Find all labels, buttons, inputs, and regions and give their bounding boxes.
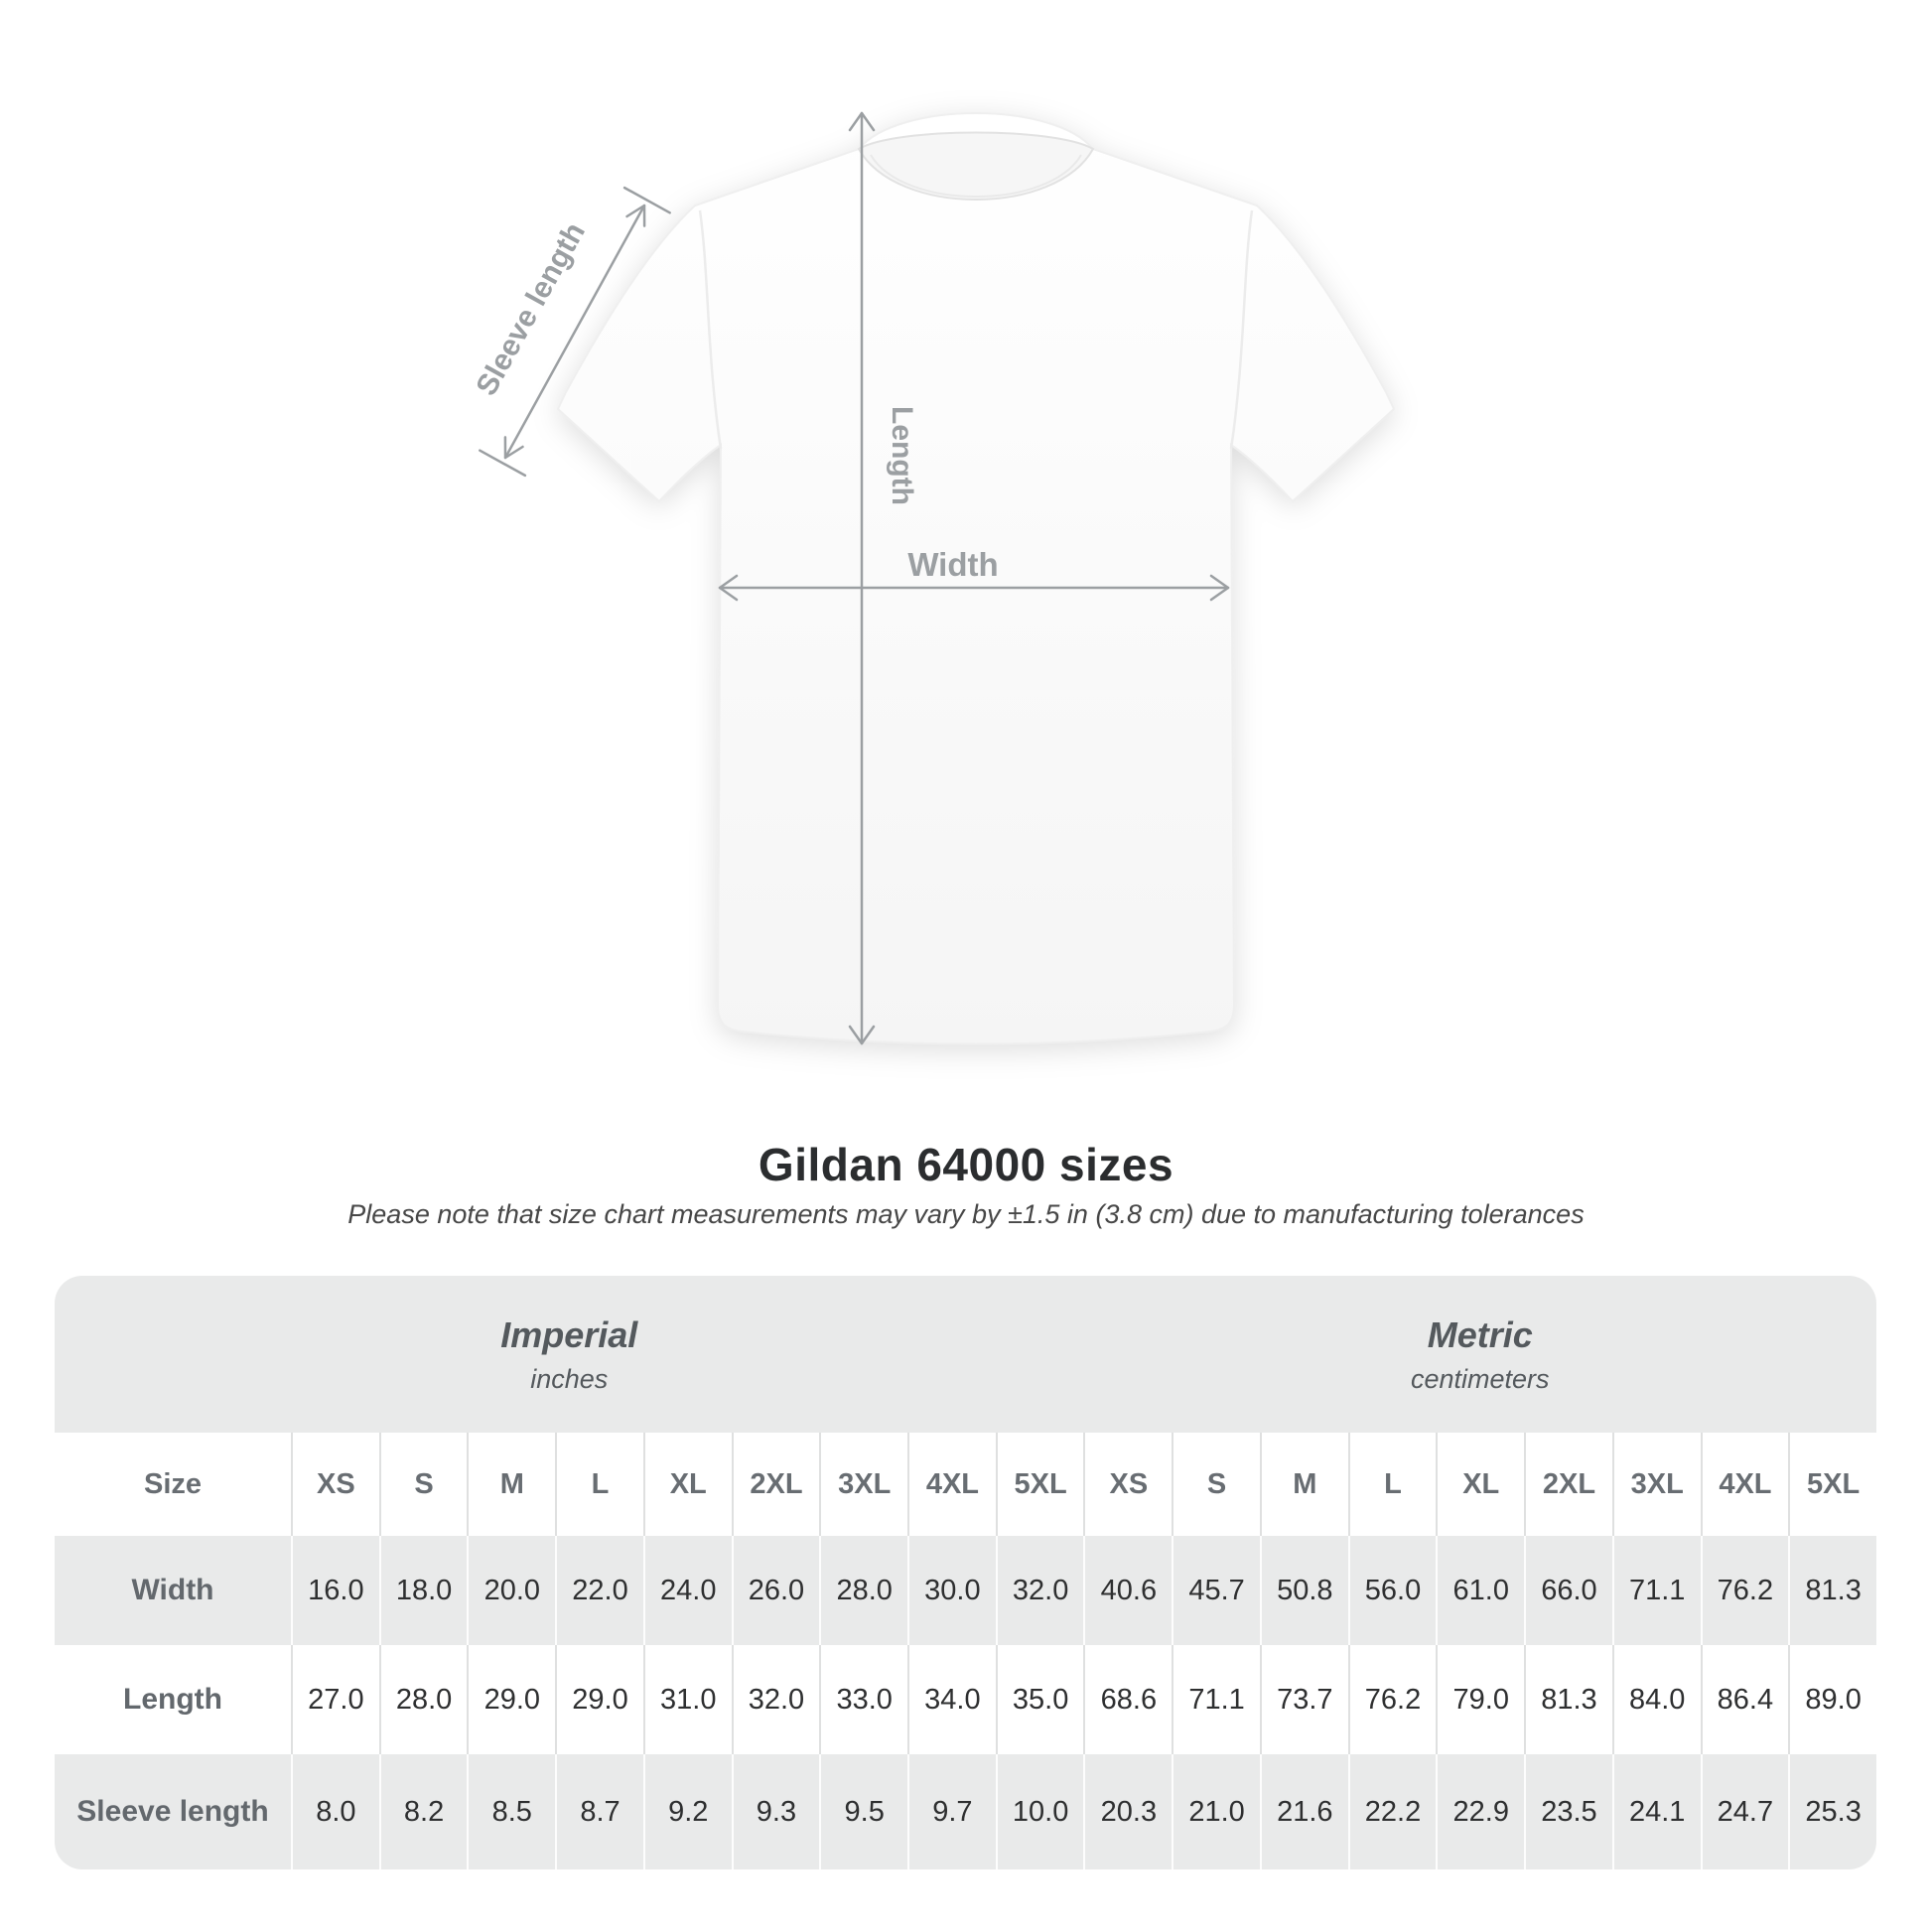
measurement-value: 31.0 [642, 1645, 732, 1754]
measurement-value: 26.0 [731, 1536, 820, 1645]
size-header-4xl: 4XL [907, 1433, 996, 1536]
collar [857, 131, 1095, 201]
tshirt-measurement-diagram: Length Width Sleeve length [470, 111, 1396, 1045]
measurement-value: 9.2 [642, 1754, 732, 1869]
measurement-value: 71.1 [1611, 1536, 1701, 1645]
row-label: Width [131, 1574, 214, 1606]
measurement-value: 56.0 [1347, 1536, 1437, 1645]
measurement-value: 28.0 [819, 1536, 907, 1645]
size-header-5xl: 5XL [995, 1433, 1084, 1536]
measurement-value: 45.7 [1172, 1536, 1260, 1645]
page-title: Gildan 64000 sizes [758, 1139, 1174, 1190]
measurement-value: 76.2 [1700, 1536, 1789, 1645]
sleeve-length-dimension-label: Sleeve length [470, 217, 592, 401]
group-label: Imperial [500, 1313, 638, 1355]
measurement-value: 71.1 [1172, 1645, 1260, 1754]
measurement-value: 32.0 [731, 1645, 820, 1754]
metric-group-header: Metric centimeters [1083, 1276, 1876, 1433]
measurement-value: 81.3 [1524, 1645, 1612, 1754]
measurement-value: 40.6 [1083, 1536, 1172, 1645]
measurement-value: 25.3 [1788, 1754, 1876, 1869]
measurement-value: 24.0 [642, 1536, 732, 1645]
size-header-4xl: 4XL [1700, 1433, 1789, 1536]
group-label: Metric [1427, 1313, 1533, 1355]
size-header-3xl: 3XL [819, 1433, 908, 1536]
measurement-value: 61.0 [1436, 1536, 1524, 1645]
measurement-value: 22.2 [1347, 1754, 1437, 1869]
measurement-value: 8.5 [467, 1754, 555, 1869]
measurement-value: 8.0 [291, 1754, 379, 1869]
row-label: Length [55, 1645, 291, 1754]
measurement-value: 9.5 [819, 1754, 907, 1869]
measurement-value: 20.3 [1083, 1754, 1172, 1869]
measurement-value: 8.2 [378, 1754, 468, 1869]
width-dimension-arrow [718, 574, 1230, 602]
group-unit-label: inches [530, 1363, 609, 1394]
measurement-value: 30.0 [907, 1536, 996, 1645]
measurement-value: 18.0 [378, 1536, 468, 1645]
row-label: Sleeve length [76, 1795, 269, 1828]
measurement-value: 22.9 [1436, 1754, 1524, 1869]
size-header-s: S [378, 1433, 468, 1536]
measurement-value: 28.0 [378, 1645, 468, 1754]
measurement-value: 84.0 [1611, 1645, 1701, 1754]
measurement-value: 8.7 [555, 1754, 643, 1869]
measurement-value: 21.0 [1172, 1754, 1260, 1869]
measurement-value: 29.0 [467, 1645, 556, 1754]
size-header-xl: XL [1436, 1433, 1525, 1536]
measurement-value: 50.8 [1259, 1536, 1348, 1645]
measurement-value: 73.7 [1259, 1645, 1348, 1754]
measurement-value: 24.1 [1611, 1754, 1701, 1869]
measurement-value: 9.3 [731, 1754, 820, 1869]
size-header-m: M [467, 1433, 556, 1536]
measurement-value: 27.0 [291, 1645, 379, 1754]
measurement-value: 68.6 [1083, 1645, 1173, 1754]
width-dimension-label: Width [907, 546, 998, 583]
size-header-l: L [1347, 1433, 1437, 1536]
measurement-value: 86.4 [1700, 1645, 1789, 1754]
size-header-xl: XL [642, 1433, 732, 1536]
length-dimension-arrow [848, 111, 876, 1045]
size-chart-table: Imperial inches Metric centimeters Size XS S M L… [55, 1276, 1876, 1869]
sleeve-length-dimension-arrow [479, 186, 671, 478]
size-header-3xl: 3XL [1611, 1433, 1701, 1536]
measurement-value: 10.0 [995, 1754, 1084, 1869]
measurement-value: 24.7 [1700, 1754, 1789, 1869]
measurement-value: 89.0 [1788, 1645, 1876, 1754]
measurement-value: 35.0 [995, 1645, 1084, 1754]
size-header-2xl: 2XL [1524, 1433, 1612, 1536]
tolerance-note: Please note that size chart measurements… [347, 1199, 1585, 1229]
measurement-value: 16.0 [291, 1536, 379, 1645]
size-header-xs: XS [1083, 1433, 1173, 1536]
measurement-value: 81.3 [1788, 1536, 1876, 1645]
measurement-value: 22.0 [555, 1536, 643, 1645]
size-header-xs: XS [291, 1433, 379, 1536]
measurement-value: 76.2 [1347, 1645, 1437, 1754]
measurement-value: 33.0 [819, 1645, 908, 1754]
size-header-m: M [1259, 1433, 1348, 1536]
size-header-2xl: 2XL [731, 1433, 820, 1536]
imperial-group-header: Imperial inches [55, 1276, 1083, 1433]
measurement-value: 34.0 [907, 1645, 996, 1754]
measurement-value: 23.5 [1524, 1754, 1612, 1869]
measurement-value: 66.0 [1524, 1536, 1612, 1645]
size-header-5xl: 5XL [1788, 1433, 1876, 1536]
size-header-s: S [1172, 1433, 1260, 1536]
measurement-value: 32.0 [995, 1536, 1084, 1645]
length-dimension-label: Length [886, 406, 918, 505]
measurement-value: 29.0 [555, 1645, 643, 1754]
measurement-value: 79.0 [1436, 1645, 1525, 1754]
size-header-l: L [555, 1433, 643, 1536]
measurement-value: 20.0 [467, 1536, 555, 1645]
group-unit-label: centimeters [1410, 1363, 1550, 1394]
tshirt-image [556, 112, 1396, 1045]
measurement-value: 21.6 [1259, 1754, 1348, 1869]
measurement-value: 9.7 [907, 1754, 996, 1869]
size-column-header: Size [55, 1433, 291, 1536]
